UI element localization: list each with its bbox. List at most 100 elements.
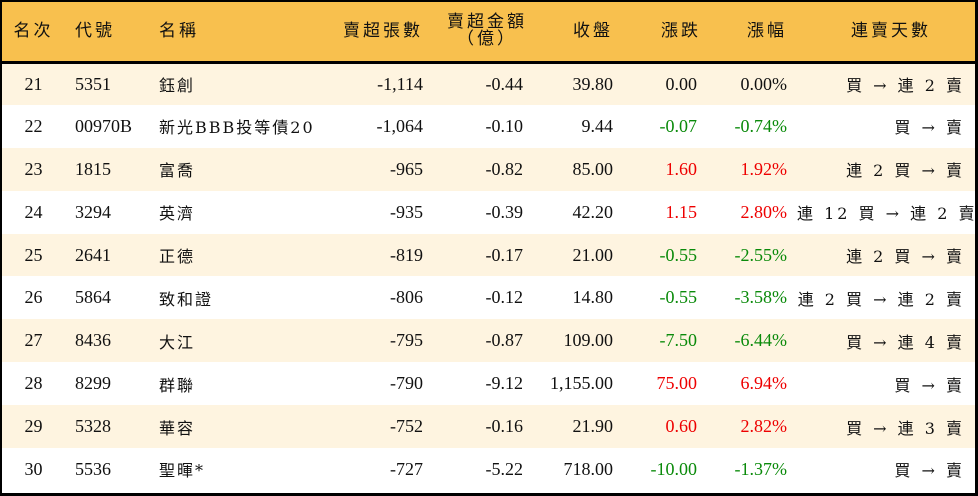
header-code[interactable]: 代號 [65, 2, 143, 64]
change-cell: 0.00 [665, 73, 698, 94]
table-row[interactable]: 22 00970B 新光BBB投等債20 -1,064 -0.10 9.44 -… [2, 104, 975, 148]
name-cell[interactable]: 致和證 [159, 289, 214, 309]
change-cell: 0.60 [665, 416, 698, 437]
code-cell[interactable]: 5536 [75, 458, 111, 479]
header-net-sell-amount-unit: （億） [457, 29, 517, 50]
net-sell-amount-cell: -0.12 [485, 287, 524, 308]
net-sell-lots-cell: -965 [390, 158, 423, 179]
net-sell-lots-cell: -727 [390, 458, 423, 479]
code-cell[interactable]: 5328 [75, 416, 111, 437]
code-cell[interactable]: 2641 [75, 244, 111, 265]
table-row[interactable]: 25 2641 正德 -819 -0.17 21.00 -0.55 -2.55%… [2, 233, 975, 277]
change-pct-cell: 2.82% [740, 416, 788, 437]
table-row[interactable]: 24 3294 英濟 -935 -0.39 42.20 1.15 2.80% 連… [2, 190, 978, 234]
rank-cell: 21 [24, 73, 43, 94]
streak-cell: 買 → 連 3 賣 [846, 418, 965, 438]
change-pct-cell: 2.80% [740, 201, 788, 222]
net-sell-amount-cell: -9.12 [485, 373, 524, 394]
close-cell: 718.00 [563, 458, 614, 479]
code-cell[interactable]: 8299 [75, 373, 111, 394]
change-pct-cell: 6.94% [740, 373, 788, 394]
change-cell: -7.50 [659, 330, 698, 351]
close-cell: 109.00 [563, 330, 614, 351]
net-sell-amount-cell: -0.17 [485, 244, 524, 265]
name-cell[interactable]: 正德 [159, 247, 196, 266]
rank-cell: 29 [24, 416, 43, 437]
change-pct-cell: 0.00% [740, 73, 788, 94]
name-cell[interactable]: 富喬 [159, 161, 196, 181]
change-pct-cell: -6.44% [734, 330, 788, 351]
net-sell-lots-cell: -790 [390, 373, 423, 394]
name-cell[interactable]: 聖暉* [159, 461, 206, 481]
table-row[interactable]: 23 1815 富喬 -965 -0.82 85.00 1.60 1.92% 連… [2, 147, 975, 191]
table-row[interactable]: 29 5328 華容 -752 -0.16 21.90 0.60 2.82% 買… [2, 405, 975, 449]
close-cell: 42.20 [572, 201, 614, 222]
close-cell: 21.00 [572, 244, 614, 265]
name-cell[interactable]: 群聯 [159, 375, 196, 395]
rank-cell: 25 [24, 244, 43, 265]
net-sell-lots-cell: -1,114 [377, 73, 423, 94]
close-cell: 1,155.00 [550, 373, 613, 394]
header-net-sell-amount[interactable]: 賣超金額 （億） [427, 2, 527, 64]
net-sell-lots-cell: -935 [390, 201, 423, 222]
header-rank[interactable]: 名次 [2, 2, 65, 64]
table-header-row: 名次 代號 名稱 賣超張數 賣超金額 （億） 收盤 漲跌 漲幅 連賣天數 [2, 2, 975, 64]
header-change[interactable]: 漲跌 [617, 2, 707, 64]
code-cell[interactable]: 3294 [75, 201, 111, 222]
streak-cell: 連 12 買 → 連 2 賣 [797, 204, 978, 224]
net-sell-amount-cell: -0.10 [485, 115, 524, 136]
streak-cell: 買 → 賣 [894, 461, 965, 481]
table-row[interactable]: 28 8299 群聯 -790 -9.12 1,155.00 75.00 6.9… [2, 362, 975, 406]
header-net-sell-amount-label: 賣超金額 [447, 12, 527, 33]
code-cell[interactable]: 8436 [75, 330, 111, 351]
change-cell: 75.00 [656, 373, 698, 394]
rank-cell: 24 [24, 201, 43, 222]
streak-cell: 連 2 買 → 連 2 賣 [797, 289, 965, 309]
name-cell[interactable]: 大江 [159, 332, 196, 352]
code-cell[interactable]: 5351 [75, 73, 111, 94]
close-cell: 39.80 [572, 73, 614, 94]
net-sell-amount-cell: -0.16 [485, 416, 524, 437]
net-sell-lots-cell: -795 [390, 330, 423, 351]
name-cell[interactable]: 華容 [159, 418, 196, 438]
streak-cell: 買 → 連 4 賣 [846, 332, 965, 352]
name-cell[interactable]: 鈺創 [159, 76, 196, 96]
rank-cell: 22 [24, 115, 43, 136]
table-row[interactable]: 26 5864 致和證 -806 -0.12 14.80 -0.55 -3.58… [2, 276, 975, 320]
net-sell-amount-cell: -0.87 [485, 330, 524, 351]
change-cell: 1.60 [665, 158, 698, 179]
net-sell-amount-cell: -0.82 [485, 158, 524, 179]
rank-cell: 26 [24, 287, 43, 308]
table-row[interactable]: 30 5536 聖暉* -727 -5.22 718.00 -10.00 -1.… [2, 448, 975, 491]
rank-cell: 27 [24, 330, 43, 351]
net-sell-amount-cell: -0.39 [485, 201, 524, 222]
header-streak[interactable]: 連賣天數 [797, 2, 975, 64]
change-cell: -10.00 [650, 458, 698, 479]
rank-cell: 30 [24, 458, 43, 479]
net-sell-lots-cell: -752 [390, 416, 423, 437]
header-net-sell-lots[interactable]: 賣超張數 [307, 2, 427, 64]
net-sell-amount-cell: -5.22 [485, 458, 524, 479]
close-cell: 9.44 [581, 115, 614, 136]
table-row[interactable]: 21 5351 鈺創 -1,114 -0.44 39.80 0.00 0.00%… [2, 62, 975, 105]
header-name[interactable]: 名稱 [143, 2, 307, 64]
net-sell-lots-cell: -806 [390, 287, 423, 308]
close-cell: 14.80 [572, 287, 614, 308]
net-sell-lots-cell: -819 [390, 244, 423, 265]
name-cell[interactable]: 新光BBB投等債20 [159, 118, 315, 138]
change-cell: 1.15 [665, 201, 698, 222]
header-change-pct[interactable]: 漲幅 [707, 2, 797, 64]
table-row[interactable]: 27 8436 大江 -795 -0.87 109.00 -7.50 -6.44… [2, 319, 975, 363]
change-pct-cell: -2.55% [734, 244, 788, 265]
rank-cell: 23 [24, 158, 43, 179]
header-close[interactable]: 收盤 [527, 2, 617, 64]
change-cell: -0.55 [659, 244, 698, 265]
change-cell: -0.55 [659, 287, 698, 308]
code-cell[interactable]: 1815 [75, 158, 111, 179]
name-cell[interactable]: 英濟 [159, 204, 196, 224]
code-cell[interactable]: 00970B [75, 115, 133, 136]
streak-cell: 連 2 買 → 賣 [846, 247, 965, 266]
code-cell[interactable]: 5864 [75, 287, 111, 308]
